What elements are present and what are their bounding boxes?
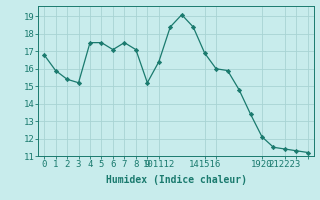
X-axis label: Humidex (Indice chaleur): Humidex (Indice chaleur) [106, 175, 246, 185]
